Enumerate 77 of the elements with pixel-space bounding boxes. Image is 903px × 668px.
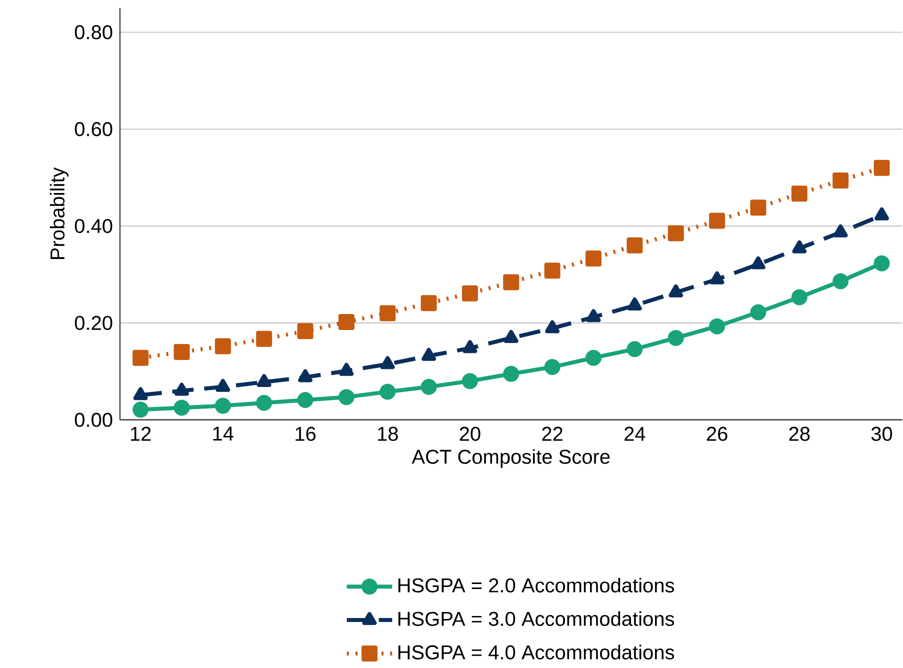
x-axis-title: ACT Composite Score bbox=[412, 449, 610, 468]
point bbox=[256, 395, 272, 412]
point bbox=[380, 356, 395, 370]
point bbox=[791, 289, 808, 306]
point bbox=[626, 341, 643, 358]
legend-label: HSGPA = 3.0 Accommodations bbox=[398, 611, 674, 626]
point bbox=[338, 389, 354, 406]
x-tick-label: 12 bbox=[130, 426, 151, 441]
point bbox=[216, 379, 230, 392]
point bbox=[750, 304, 766, 320]
point bbox=[422, 348, 436, 362]
x-tick-label: 14 bbox=[213, 426, 234, 441]
point bbox=[339, 363, 354, 376]
x-tick-label: 26 bbox=[706, 426, 728, 442]
point bbox=[668, 284, 684, 298]
point bbox=[874, 160, 890, 176]
point bbox=[504, 330, 518, 344]
point bbox=[751, 256, 766, 270]
point bbox=[174, 382, 189, 396]
point bbox=[750, 200, 766, 216]
x-tick-label: 18 bbox=[378, 426, 398, 442]
y-tick-label: 0.60 bbox=[74, 122, 112, 136]
point bbox=[626, 238, 643, 254]
legend-label: HSGPA = 2.0 Accommodations bbox=[398, 578, 674, 593]
x-tick-label: 24 bbox=[624, 426, 646, 441]
point bbox=[132, 350, 149, 366]
point bbox=[133, 387, 148, 400]
legend-label: HSGPA = 4.0 Accommodations bbox=[398, 644, 674, 660]
point bbox=[709, 318, 726, 334]
point bbox=[832, 273, 849, 290]
point bbox=[256, 374, 272, 388]
y-tick-label: 0.80 bbox=[74, 25, 112, 40]
point bbox=[792, 240, 807, 254]
point bbox=[503, 366, 520, 382]
point bbox=[174, 344, 190, 360]
point bbox=[380, 305, 396, 322]
point bbox=[832, 172, 849, 189]
point bbox=[668, 225, 684, 242]
x-tick-label: 22 bbox=[542, 426, 562, 441]
point bbox=[298, 369, 312, 382]
point bbox=[338, 314, 354, 330]
point bbox=[462, 286, 478, 302]
point bbox=[462, 373, 478, 390]
point bbox=[627, 298, 642, 311]
point bbox=[174, 400, 190, 416]
point bbox=[586, 309, 601, 322]
point bbox=[380, 384, 396, 400]
y-tick-label: 0.00 bbox=[74, 412, 112, 428]
point bbox=[709, 212, 726, 229]
point bbox=[132, 402, 149, 418]
point bbox=[833, 224, 848, 238]
y-tick-label: 0.40 bbox=[74, 219, 112, 234]
point bbox=[545, 320, 560, 334]
y-axis-title: Probability bbox=[50, 167, 69, 260]
point bbox=[544, 359, 560, 376]
point bbox=[586, 250, 602, 267]
point bbox=[668, 330, 684, 346]
point bbox=[214, 338, 231, 354]
point bbox=[874, 255, 890, 272]
point bbox=[297, 392, 314, 408]
point bbox=[256, 331, 272, 348]
point bbox=[297, 323, 314, 340]
y-tick-label: 0.20 bbox=[74, 316, 112, 330]
point bbox=[462, 340, 478, 354]
point bbox=[503, 274, 520, 290]
x-tick-label: 30 bbox=[871, 426, 892, 442]
x-tick-label: 28 bbox=[789, 426, 810, 442]
point bbox=[420, 295, 437, 312]
point bbox=[791, 186, 808, 202]
point bbox=[586, 350, 602, 366]
x-tick-label: 20 bbox=[460, 426, 480, 442]
point bbox=[214, 398, 231, 414]
point bbox=[544, 262, 560, 279]
x-tick-label: 16 bbox=[296, 426, 316, 442]
point bbox=[710, 271, 724, 284]
point bbox=[874, 208, 889, 220]
point bbox=[420, 379, 437, 396]
